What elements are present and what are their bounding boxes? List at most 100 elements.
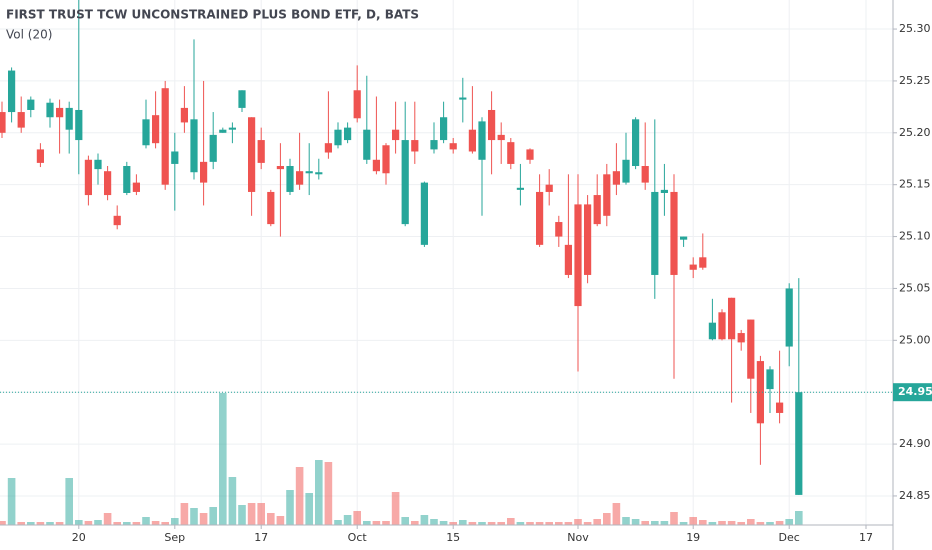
volume-bar [238, 505, 246, 525]
volume-bar [17, 522, 25, 525]
volume-bar [487, 522, 496, 525]
candle-body [161, 88, 169, 185]
candle-body [382, 145, 390, 174]
volume-bar [612, 503, 621, 525]
candle-body [344, 127, 352, 141]
candle-body [46, 102, 54, 118]
plot-area [0, 0, 893, 525]
volume-bar [775, 521, 784, 525]
candle-body [8, 70, 16, 113]
volume-bar [737, 522, 745, 525]
volume-bar [660, 521, 669, 525]
candle-body [238, 90, 246, 108]
volume-bar [382, 521, 390, 525]
candle-body [276, 166, 284, 170]
volume-bar [372, 521, 381, 525]
volume-bar [411, 521, 419, 525]
volume-bar [670, 512, 678, 525]
x-tick-label: Sep [164, 531, 185, 544]
volume-bar [583, 522, 592, 525]
volume-bar [257, 503, 265, 525]
volume-bar [699, 520, 707, 525]
candle-body [372, 159, 380, 172]
volume-bar [142, 517, 150, 525]
candle-body [286, 166, 294, 192]
volume-bar [756, 522, 765, 525]
x-tick-label: 17 [254, 531, 268, 544]
volume-bar [420, 515, 429, 525]
candle-body [305, 171, 313, 174]
candle-body [324, 143, 332, 153]
candle-body [670, 191, 678, 275]
candle-body [200, 161, 208, 183]
candle-body [392, 129, 400, 141]
candle-body [612, 171, 620, 185]
volume-bar [343, 515, 352, 525]
candle-body [209, 134, 217, 162]
y-tick-label: 24.85 [899, 489, 931, 502]
volume-bar [449, 522, 457, 525]
candle-body [632, 119, 640, 167]
candle-body [756, 361, 764, 424]
candle-body [574, 204, 582, 307]
candle-body [516, 187, 524, 190]
candle-body [123, 166, 131, 193]
last-price-label: 24.95 [898, 385, 932, 398]
y-tick-label: 24.90 [899, 437, 931, 450]
candle-body [0, 112, 6, 133]
volume-bar [622, 517, 630, 525]
candle-body [94, 159, 102, 170]
candle-body [593, 195, 601, 225]
volume-bar [209, 507, 217, 525]
candle-body [478, 121, 486, 160]
candle-body [104, 171, 112, 196]
volume-bar [46, 522, 54, 525]
candle-body [545, 184, 553, 192]
volume-bar [0, 521, 6, 525]
volume-bar [27, 522, 35, 525]
candle-body [190, 119, 198, 173]
volume-bar [7, 478, 16, 525]
candle-body [468, 129, 476, 152]
volume-bar [353, 511, 361, 525]
grid [0, 0, 893, 525]
volume-bar [468, 522, 477, 525]
x-tick-label: 17 [859, 531, 873, 544]
volume-bar [132, 522, 141, 525]
volume-bar [103, 513, 112, 525]
candle-body [267, 191, 275, 225]
volume-bar [459, 520, 467, 525]
candle-body [718, 312, 726, 340]
candle-body [651, 191, 659, 275]
candle-body [555, 222, 563, 237]
x-tick-label: 20 [72, 531, 86, 544]
volume-bar [679, 522, 688, 525]
volume-bar [555, 522, 563, 525]
axes: 24.85 24.90 24.95 25.00 25.05 25.10 25.15 25.20… [72, 22, 932, 544]
candle-body [430, 140, 438, 150]
last-price-box [893, 383, 932, 402]
volume-bar [286, 490, 294, 525]
x-tick-label: Dec [779, 531, 800, 544]
volume-bar [478, 522, 486, 525]
volume-bar [219, 393, 227, 525]
candle-body [603, 174, 611, 216]
candle-body [142, 119, 150, 146]
volume-bar [363, 521, 371, 525]
volume-bar [651, 521, 659, 525]
volume-bar [593, 519, 601, 525]
volume-bar [574, 519, 582, 525]
candle-body [728, 297, 736, 340]
candle-body [747, 319, 755, 379]
volume-bar [497, 522, 505, 525]
x-tick-label: 19 [686, 531, 700, 544]
candle-body [353, 90, 361, 119]
volume-bar [334, 520, 342, 525]
candle-body [459, 97, 467, 100]
y-tick-label: 25.15 [899, 178, 931, 191]
volume-bar [65, 478, 73, 525]
volume-bar [305, 493, 313, 525]
volume-bar [267, 513, 275, 525]
candle-body [526, 149, 534, 160]
